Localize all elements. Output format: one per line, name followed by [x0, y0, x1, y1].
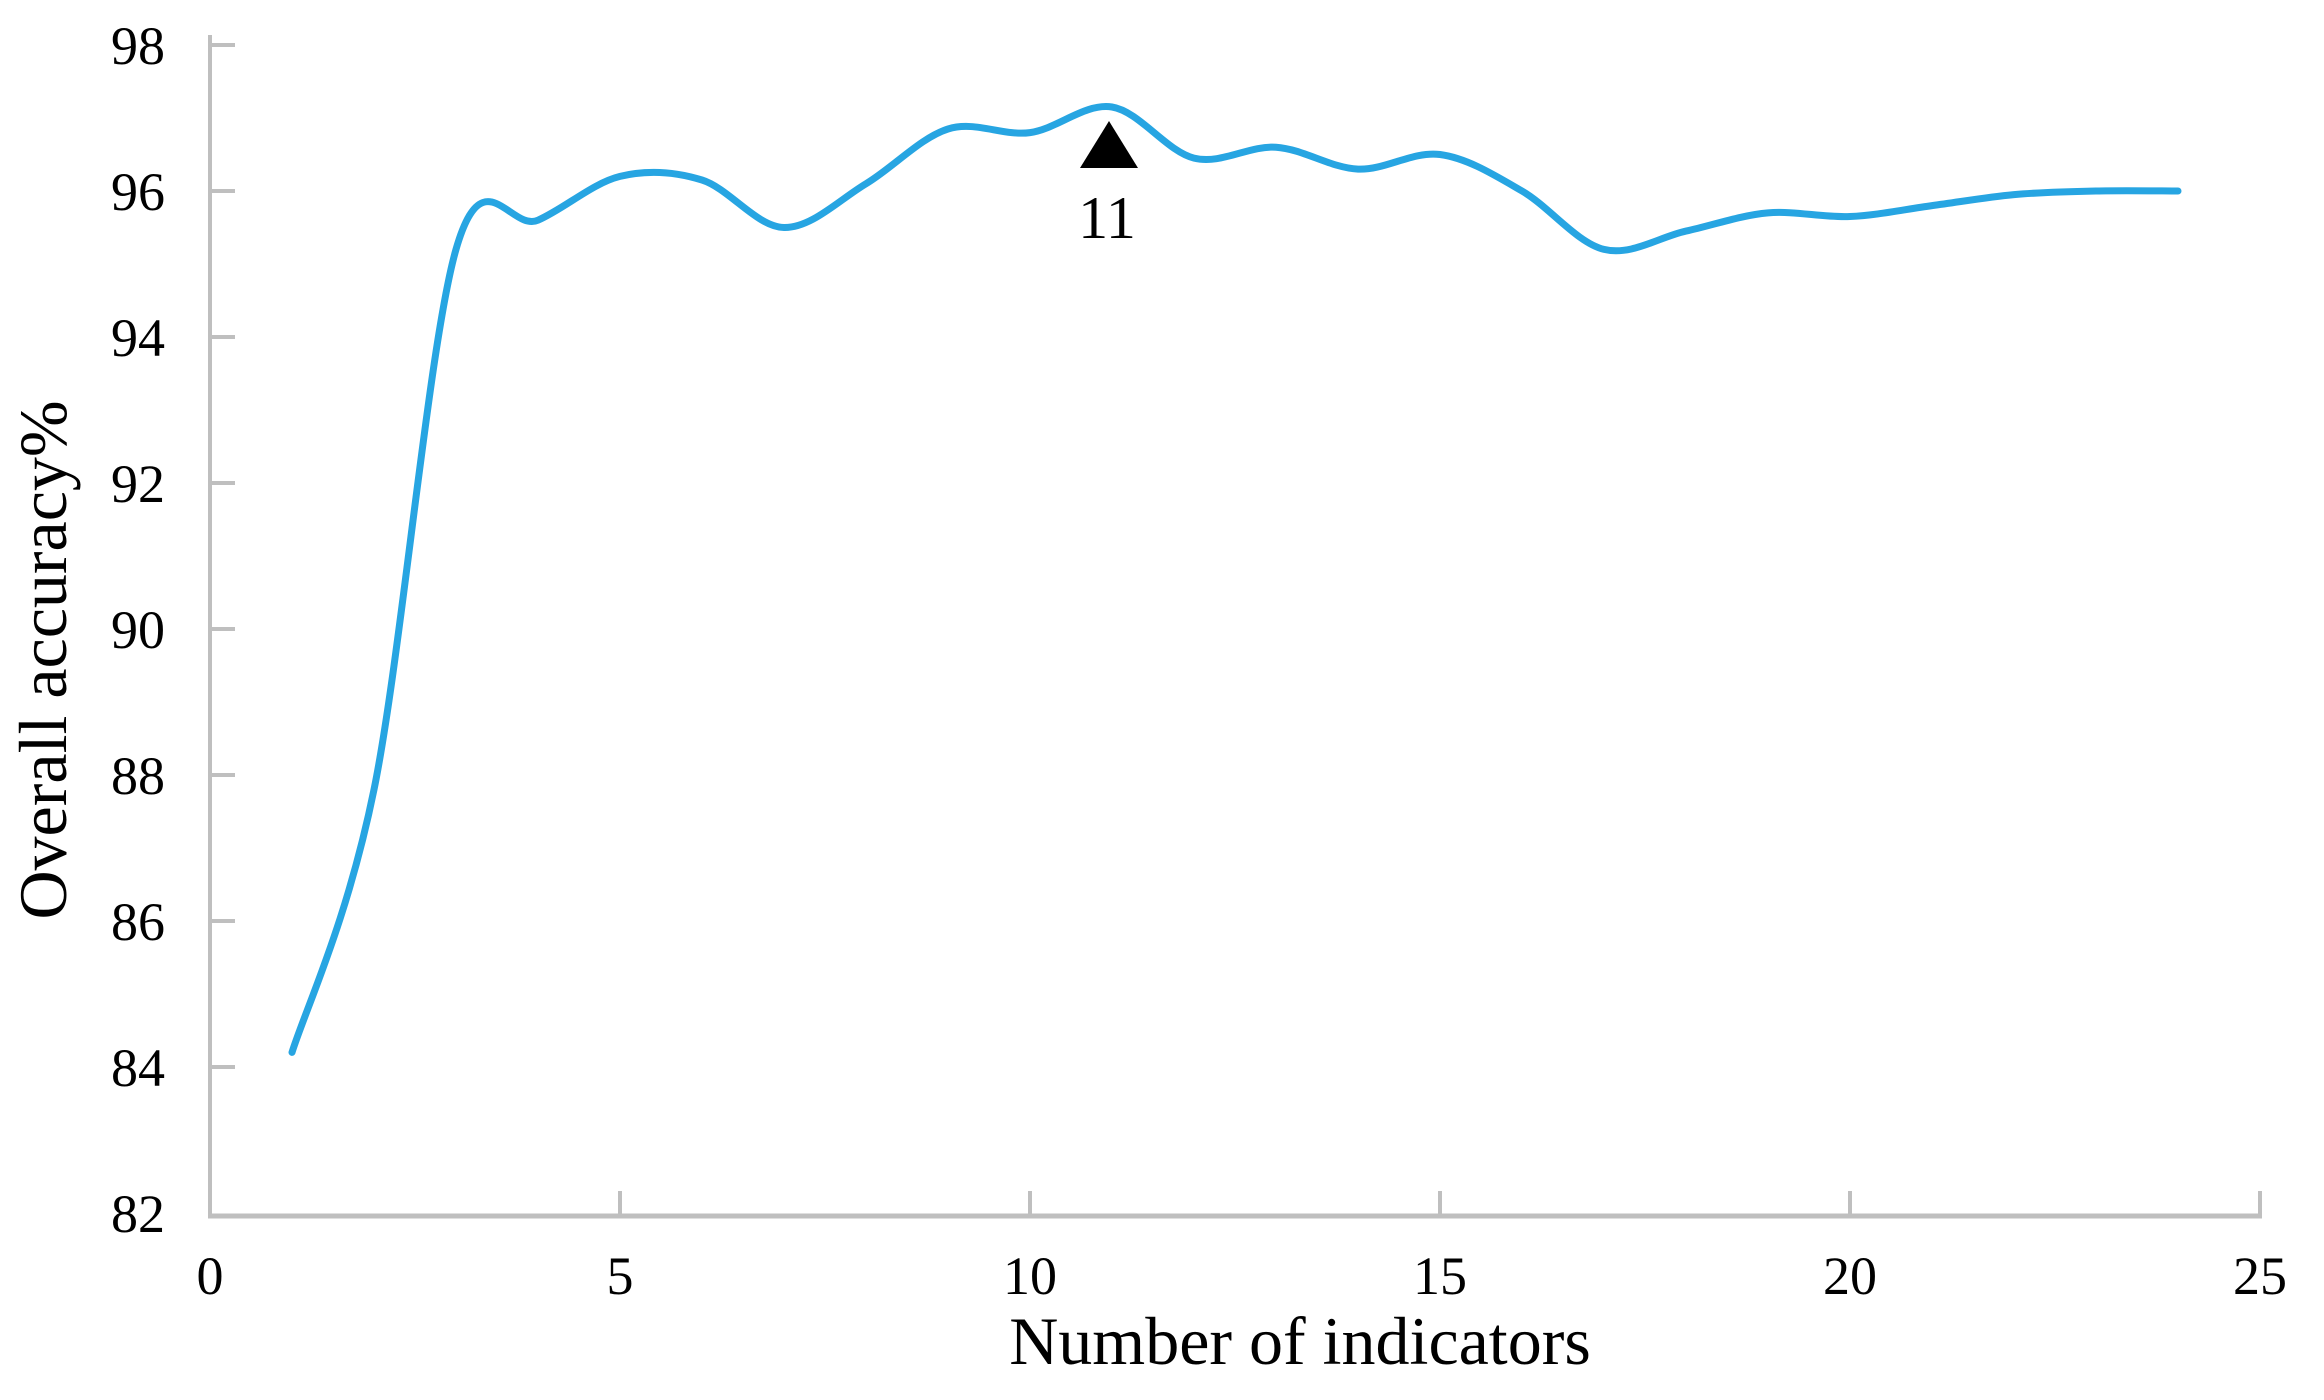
- x-tick-label: 15: [1413, 1246, 1467, 1306]
- accuracy-series-line: [288, 103, 2182, 1056]
- y-axis-tick-labels: 82 84 86 88 90 92 94 96 98: [111, 16, 165, 1244]
- y-tick-label: 90: [111, 600, 165, 660]
- y-axis-ticks: [210, 43, 235, 1069]
- y-tick-label: 98: [111, 16, 165, 76]
- x-tick-label: 5: [607, 1246, 634, 1306]
- y-tick-label: 86: [111, 892, 165, 952]
- x-tick-label: 10: [1003, 1246, 1057, 1306]
- y-tick-label: 92: [111, 454, 165, 514]
- x-axis-ticks: [618, 1191, 2262, 1216]
- y-tick-label: 88: [111, 746, 165, 806]
- y-tick-label: 82: [111, 1184, 165, 1244]
- x-axis-title: Number of indicators: [1009, 1303, 1591, 1379]
- x-tick-label: 0: [197, 1246, 224, 1306]
- peak-annotation-label: 11: [1078, 185, 1136, 251]
- y-tick-label: 84: [111, 1038, 165, 1098]
- y-tick-label: 94: [111, 308, 165, 368]
- peak-triangle-marker: [1080, 121, 1138, 169]
- x-tick-label: 20: [1823, 1246, 1877, 1306]
- y-tick-label: 96: [111, 162, 165, 222]
- x-tick-label: 25: [2233, 1246, 2287, 1306]
- y-axis-title: Overall accuracy%: [5, 400, 81, 919]
- x-axis-tick-labels: 0 5 10 15 20 25: [197, 1246, 2288, 1306]
- axes: [208, 35, 2262, 1219]
